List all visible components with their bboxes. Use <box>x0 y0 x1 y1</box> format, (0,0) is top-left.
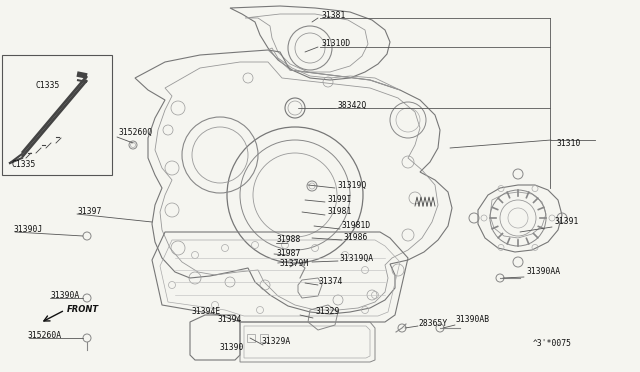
Text: 31310D: 31310D <box>322 39 351 48</box>
Bar <box>2 55 112 175</box>
Text: 315260A: 315260A <box>28 330 62 340</box>
Bar <box>247 334 255 342</box>
Text: 31390AB: 31390AB <box>456 315 490 324</box>
Text: 31310: 31310 <box>557 138 581 148</box>
Text: 31390AA: 31390AA <box>527 267 561 276</box>
Text: 31374: 31374 <box>319 276 344 285</box>
Text: 31381: 31381 <box>322 10 346 19</box>
Text: C1335: C1335 <box>12 160 36 169</box>
Text: 31391: 31391 <box>555 218 579 227</box>
Text: 31329A: 31329A <box>262 337 291 346</box>
Text: 31987: 31987 <box>277 248 301 257</box>
Text: 38342Q: 38342Q <box>338 100 367 109</box>
Text: FRONT: FRONT <box>67 305 99 314</box>
Text: 31379M: 31379M <box>280 260 309 269</box>
Text: 31397: 31397 <box>78 206 102 215</box>
Text: 31319Q: 31319Q <box>338 180 367 189</box>
Text: 31390J: 31390J <box>14 224 44 234</box>
Text: 31981: 31981 <box>328 208 353 217</box>
Text: C1335: C1335 <box>36 81 60 90</box>
Text: 315260Q: 315260Q <box>119 128 153 137</box>
Text: 31390: 31390 <box>220 343 244 352</box>
Text: 31988: 31988 <box>277 235 301 244</box>
Bar <box>260 334 268 342</box>
Text: 31394E: 31394E <box>192 307 221 315</box>
Text: 28365Y: 28365Y <box>418 318 447 327</box>
Text: 3199I: 3199I <box>328 195 353 203</box>
Text: ^3'*0075: ^3'*0075 <box>533 340 572 349</box>
Text: 31329: 31329 <box>316 308 340 317</box>
Text: 31394: 31394 <box>218 315 243 324</box>
Text: 31390A: 31390A <box>51 291 80 299</box>
Text: 31981D: 31981D <box>342 221 371 231</box>
Text: 31986: 31986 <box>344 232 369 241</box>
Text: 31319QA: 31319QA <box>340 253 374 263</box>
